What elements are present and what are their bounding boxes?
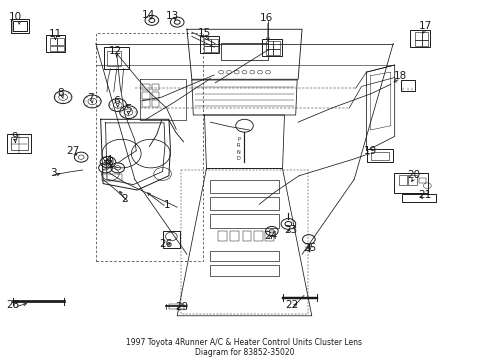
Bar bbox=[152, 92, 159, 99]
Bar bbox=[210, 251, 278, 261]
Bar bbox=[366, 149, 393, 162]
Text: 5: 5 bbox=[125, 104, 131, 113]
Bar bbox=[11, 137, 27, 150]
Bar bbox=[203, 39, 210, 46]
Text: 12: 12 bbox=[109, 46, 122, 57]
Bar bbox=[266, 41, 273, 49]
Bar bbox=[242, 231, 251, 242]
Bar bbox=[253, 231, 262, 242]
Bar bbox=[152, 100, 159, 107]
Bar bbox=[400, 80, 414, 91]
Bar bbox=[102, 174, 122, 181]
Text: 16: 16 bbox=[259, 13, 272, 23]
Text: 28: 28 bbox=[6, 300, 20, 310]
Bar bbox=[199, 36, 219, 53]
Text: 20: 20 bbox=[407, 170, 420, 180]
Bar bbox=[273, 41, 280, 49]
Text: 6: 6 bbox=[113, 96, 120, 107]
Text: 11: 11 bbox=[49, 28, 62, 39]
Bar bbox=[266, 49, 273, 55]
Text: 30: 30 bbox=[101, 157, 114, 167]
Text: 14: 14 bbox=[141, 10, 154, 20]
Bar bbox=[142, 100, 149, 107]
Text: N: N bbox=[236, 150, 240, 155]
Text: 27: 27 bbox=[66, 146, 80, 156]
Text: 26: 26 bbox=[159, 239, 172, 249]
Bar bbox=[162, 231, 180, 248]
Text: R: R bbox=[237, 143, 240, 148]
Text: 24: 24 bbox=[264, 231, 277, 241]
Bar bbox=[210, 180, 278, 193]
Text: 18: 18 bbox=[393, 71, 407, 81]
Bar bbox=[210, 39, 217, 46]
Bar bbox=[152, 84, 159, 90]
Bar bbox=[57, 38, 63, 45]
Text: 2: 2 bbox=[122, 194, 128, 204]
Bar bbox=[262, 39, 281, 56]
Text: 9: 9 bbox=[11, 132, 18, 142]
Bar bbox=[11, 19, 29, 33]
Bar bbox=[203, 46, 210, 52]
Bar bbox=[210, 197, 278, 210]
Bar bbox=[421, 32, 427, 40]
Text: 1997 Toyota 4Runner A/C & Heater Control Units Cluster Lens
Diagram for 83852-35: 1997 Toyota 4Runner A/C & Heater Control… bbox=[126, 338, 362, 357]
Bar bbox=[418, 178, 425, 183]
Bar bbox=[218, 231, 226, 242]
Bar bbox=[370, 152, 388, 160]
Text: 4: 4 bbox=[105, 155, 112, 165]
Text: 22: 22 bbox=[285, 300, 298, 310]
Bar bbox=[142, 92, 149, 99]
Text: 15: 15 bbox=[198, 28, 211, 38]
Text: 29: 29 bbox=[175, 302, 188, 312]
Bar bbox=[210, 265, 278, 276]
Text: 1: 1 bbox=[164, 200, 170, 210]
Bar bbox=[414, 32, 421, 40]
Text: 8: 8 bbox=[57, 88, 63, 98]
Text: 17: 17 bbox=[418, 21, 431, 31]
Bar bbox=[421, 40, 427, 46]
Text: 3: 3 bbox=[50, 168, 57, 178]
Bar bbox=[168, 303, 183, 309]
Bar bbox=[104, 47, 129, 68]
Bar bbox=[210, 214, 278, 228]
Bar bbox=[50, 46, 57, 51]
Text: P: P bbox=[237, 137, 240, 142]
Text: 25: 25 bbox=[303, 243, 316, 253]
Text: 23: 23 bbox=[284, 225, 297, 235]
Bar bbox=[13, 21, 27, 31]
Text: 7: 7 bbox=[87, 93, 94, 103]
Bar bbox=[142, 84, 149, 90]
Bar bbox=[7, 134, 31, 153]
Text: 21: 21 bbox=[417, 190, 430, 200]
Text: 19: 19 bbox=[363, 146, 376, 156]
Bar bbox=[398, 175, 407, 185]
Bar bbox=[273, 49, 280, 55]
Bar bbox=[265, 231, 274, 242]
Bar bbox=[409, 30, 429, 47]
Bar bbox=[407, 175, 416, 185]
Bar bbox=[401, 194, 435, 202]
Text: 10: 10 bbox=[9, 12, 22, 22]
Text: D: D bbox=[236, 156, 240, 161]
Bar bbox=[45, 35, 65, 52]
Bar bbox=[57, 46, 63, 51]
Bar bbox=[414, 40, 421, 46]
Bar bbox=[221, 43, 267, 60]
Bar bbox=[210, 46, 217, 52]
Bar bbox=[107, 51, 121, 66]
Text: 13: 13 bbox=[165, 11, 179, 21]
Bar bbox=[393, 173, 427, 193]
Bar bbox=[50, 38, 57, 45]
Bar bbox=[230, 231, 239, 242]
